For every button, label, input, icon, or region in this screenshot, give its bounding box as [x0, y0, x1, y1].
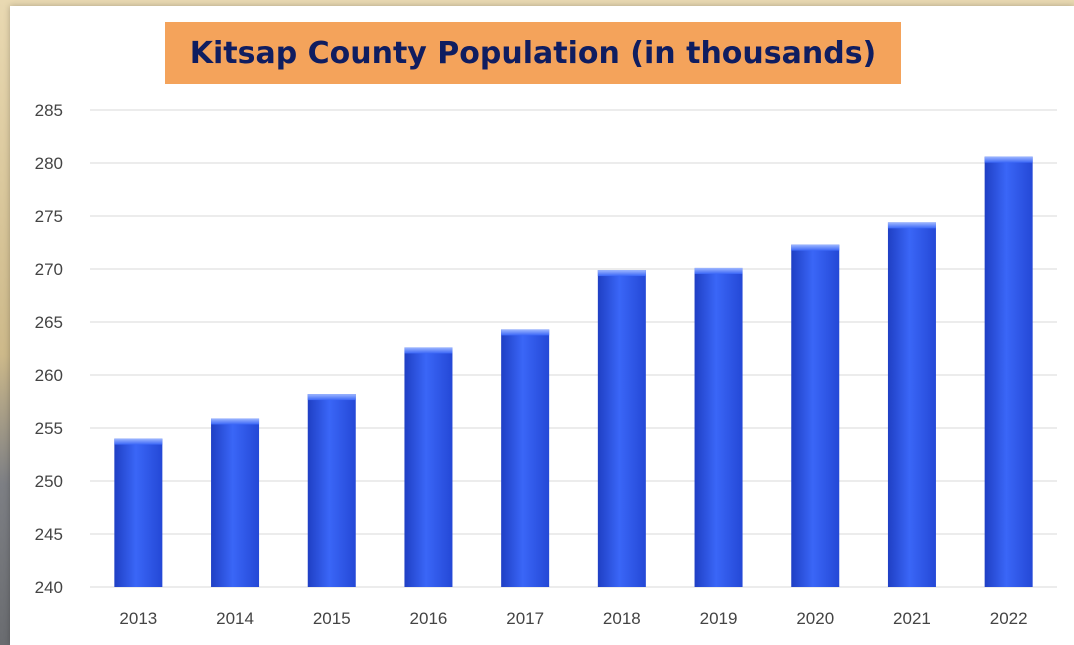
bar	[887, 222, 936, 588]
bar-cap	[307, 394, 356, 401]
bar-body	[211, 418, 260, 587]
bar-cap	[791, 244, 840, 251]
y-tick-label: 245	[35, 525, 63, 544]
bar	[984, 156, 1033, 587]
bar-cap	[694, 267, 743, 274]
bars	[114, 156, 1033, 588]
x-axis: 2013 2014 2015 2016 2017 2018 2019 2020 2021 2022	[119, 609, 1027, 628]
x-tick-label: 2016	[410, 609, 448, 628]
bar-body	[984, 156, 1033, 587]
bar	[307, 394, 356, 587]
bar-body	[791, 244, 840, 587]
x-tick-label: 2017	[506, 609, 544, 628]
x-tick-label: 2015	[313, 609, 351, 628]
bar	[597, 270, 646, 587]
x-tick-label: 2019	[700, 609, 738, 628]
bar-cap	[887, 222, 936, 229]
x-tick-label: 2014	[216, 609, 254, 628]
chart-title: Kitsap County Population (in thousands)	[189, 35, 877, 71]
y-tick-label: 260	[35, 366, 63, 385]
bar-body	[597, 270, 646, 587]
bar	[211, 418, 260, 587]
y-tick-label: 240	[35, 578, 63, 597]
bar-cap	[984, 156, 1033, 163]
bar-body	[307, 394, 356, 587]
x-tick-label: 2021	[893, 609, 931, 628]
x-tick-label: 2013	[119, 609, 157, 628]
bar-body	[887, 222, 936, 588]
chart-title-box: Kitsap County Population (in thousands)	[165, 22, 901, 84]
bar	[404, 347, 453, 587]
y-tick-label: 255	[35, 419, 63, 438]
y-tick-label: 270	[35, 260, 63, 279]
bar-cap	[211, 418, 260, 425]
bar	[501, 329, 550, 587]
y-tick-label: 275	[35, 207, 63, 226]
y-axis: 240 245 250 255 260 265 270 275 280 285	[35, 101, 63, 597]
y-tick-label: 285	[35, 101, 63, 120]
bar-body	[694, 267, 743, 587]
bar	[114, 438, 163, 587]
bar-cap	[597, 270, 646, 277]
bar-cap	[501, 329, 550, 336]
bar	[694, 267, 743, 587]
bar-cap	[114, 438, 163, 445]
bar-body	[404, 347, 453, 587]
x-tick-label: 2022	[990, 609, 1028, 628]
bar-body	[114, 438, 163, 587]
bar-body	[501, 329, 550, 587]
x-tick-label: 2018	[603, 609, 641, 628]
x-tick-label: 2020	[796, 609, 834, 628]
bar	[791, 244, 840, 587]
y-tick-label: 250	[35, 472, 63, 491]
y-tick-label: 265	[35, 313, 63, 332]
y-tick-label: 280	[35, 154, 63, 173]
bar-cap	[404, 347, 453, 354]
